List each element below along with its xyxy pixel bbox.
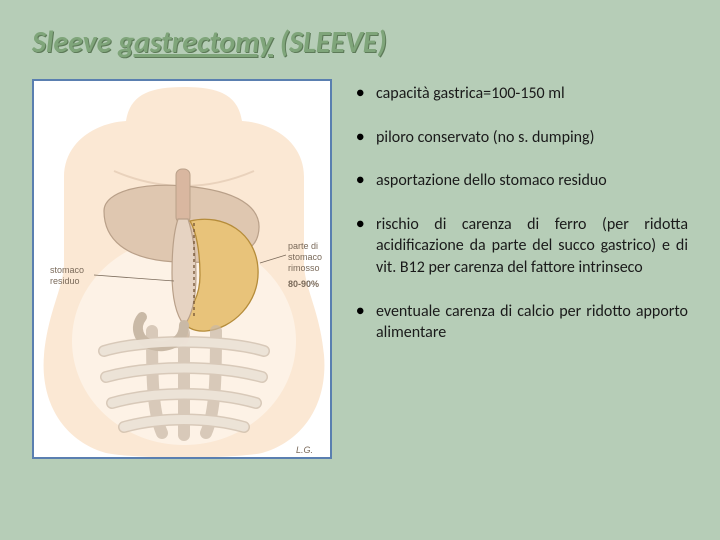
bullet-text: capacità gastrica=100-150 ml	[376, 84, 565, 103]
stomach-sleeve	[172, 219, 196, 325]
slide-title: Sleeve gastrectomy (SLEEVE)	[32, 24, 688, 61]
bullet-list: capacità gastrica=100-150 ml piloro cons…	[356, 79, 688, 459]
torso-illustration: stomaco residuo parte di stomaco rimosso…	[34, 81, 332, 459]
list-item: rischio di carenza di ferro (per ridotta…	[356, 214, 688, 279]
bullet-text: rischio di carenza di ferro (per ridotta…	[376, 215, 688, 277]
list-item: capacità gastrica=100-150 ml	[356, 83, 688, 105]
bullet-text: piloro conservato (no s. dumping)	[376, 128, 594, 147]
title-keyword: gastrectomy	[118, 24, 273, 61]
fig-label-right-3: rimosso	[288, 263, 320, 273]
fig-label-right-pct: 80-90%	[288, 279, 319, 289]
anatomy-figure: stomaco residuo parte di stomaco rimosso…	[32, 79, 332, 459]
slide: Sleeve gastrectomy (SLEEVE)	[0, 0, 720, 540]
list-item: asportazione dello stomaco residuo	[356, 170, 688, 192]
title-suffix: (SLEEVE)	[273, 24, 387, 61]
title-prefix: Sleeve	[32, 24, 118, 61]
bullet-text: eventuale carenza di calcio per ridotto …	[376, 302, 688, 343]
fig-label-right-1: parte di	[288, 241, 318, 251]
fig-label-left-1: stomaco	[50, 265, 84, 275]
esophagus	[176, 169, 190, 223]
content-row: stomaco residuo parte di stomaco rimosso…	[32, 79, 688, 459]
list-item: piloro conservato (no s. dumping)	[356, 127, 688, 149]
bullet-text: asportazione dello stomaco residuo	[376, 171, 607, 190]
fig-label-right-2: stomaco	[288, 252, 322, 262]
fig-label-left-2: residuo	[50, 276, 80, 286]
list-item: eventuale carenza di calcio per ridotto …	[356, 301, 688, 344]
artist-mark: L.G.	[296, 445, 313, 455]
